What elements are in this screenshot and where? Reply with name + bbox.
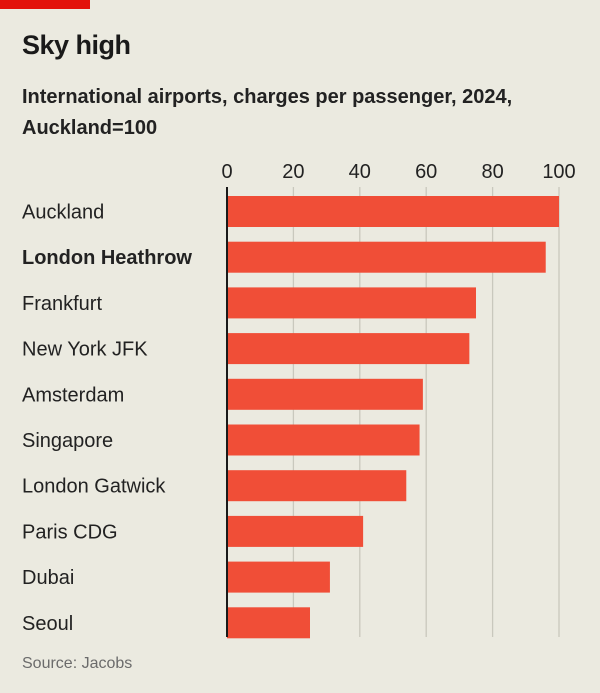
category-label: Seoul — [22, 613, 73, 635]
bar — [227, 378, 423, 410]
category-label: London Gatwick — [22, 476, 166, 498]
bar — [227, 424, 420, 456]
category-label: Auckland — [22, 202, 104, 224]
bar — [227, 561, 330, 593]
chart-subtitle: International airports, charges per pass… — [22, 86, 513, 139]
bar — [227, 515, 364, 547]
bar — [227, 241, 546, 273]
category-label: Dubai — [22, 567, 74, 589]
x-tick-label: 40 — [349, 161, 371, 183]
bar — [227, 470, 407, 502]
category-label: New York JFK — [22, 339, 148, 361]
brand-tag — [0, 0, 90, 9]
category-label: London Heathrow — [22, 247, 192, 269]
bar — [227, 287, 476, 319]
category-label: Singapore — [22, 430, 113, 452]
category-label: Paris CDG — [22, 521, 118, 543]
bar — [227, 607, 310, 639]
x-tick-label: 60 — [415, 161, 437, 183]
x-tick-label: 100 — [542, 161, 575, 183]
bar — [227, 333, 470, 365]
chart-title: Sky high — [22, 30, 131, 60]
source-note: Source: Jacobs — [22, 655, 133, 672]
x-tick-label: 0 — [221, 161, 232, 183]
bar — [227, 196, 559, 227]
x-tick-label: 80 — [481, 161, 503, 183]
x-tick-label: 20 — [282, 161, 304, 183]
category-label: Frankfurt — [22, 293, 102, 315]
category-label: Amsterdam — [22, 384, 124, 406]
